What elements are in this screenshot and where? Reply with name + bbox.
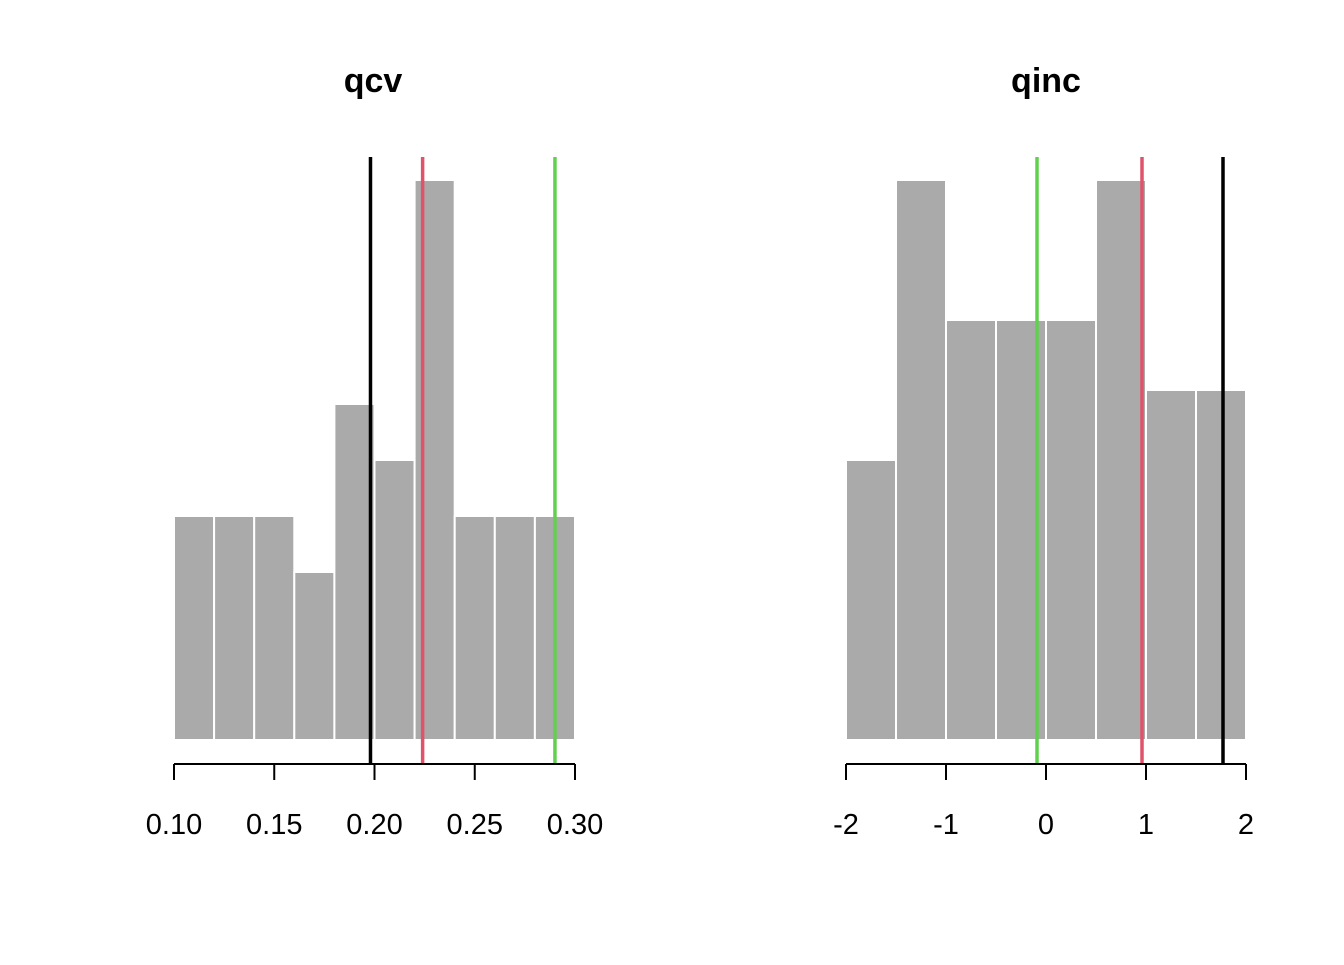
panel-qinc: qinc -2 -1 0 1 2	[833, 62, 1254, 841]
chart-title: qinc	[1011, 62, 1081, 100]
histogram-bar	[1045, 319, 1097, 741]
panel-qcv: qcv 0.10 0.15 0.20 0.25 0.30	[146, 62, 603, 841]
x-tick-label: -2	[833, 809, 859, 841]
chart-title: qcv	[344, 62, 403, 100]
x-tick-label: 0.10	[146, 809, 202, 841]
x-tick-label: 0.15	[246, 809, 302, 841]
histogram-bar	[173, 515, 216, 741]
histogram-bar	[1145, 389, 1197, 741]
histogram-bar	[373, 459, 416, 741]
histogram-bar	[895, 179, 947, 741]
histogram-bar	[293, 571, 336, 741]
histogram-bar	[253, 515, 296, 741]
x-tick-label: 0.25	[447, 809, 503, 841]
histogram-bar	[945, 319, 997, 741]
histogram-bar	[1195, 389, 1247, 741]
x-tick-label: -1	[933, 809, 959, 841]
x-tick-label: 0.30	[547, 809, 603, 841]
histogram-bar	[333, 403, 376, 741]
x-tick-label: 2	[1238, 809, 1254, 841]
histogram-bar	[493, 515, 536, 741]
x-tick-label: 0	[1038, 809, 1054, 841]
histogram-bar	[413, 179, 456, 741]
histogram-bar	[1095, 179, 1147, 741]
x-tick-label: 0.20	[346, 809, 402, 841]
histogram-bar	[213, 515, 256, 741]
x-tick-label: 1	[1138, 809, 1154, 841]
histogram-bar	[845, 459, 897, 741]
histogram-bar	[453, 515, 496, 741]
